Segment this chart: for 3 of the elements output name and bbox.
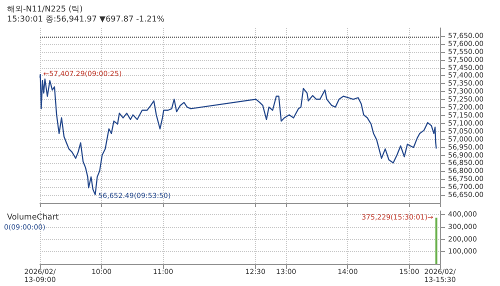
chart-title: VolumeChart (7, 212, 59, 222)
chart-subtitle: 15:30:01 종:56,941.97 ▼697.87 -1.21% (7, 14, 165, 24)
chart-title: 해외-N11/N225 (틱) (7, 4, 83, 14)
